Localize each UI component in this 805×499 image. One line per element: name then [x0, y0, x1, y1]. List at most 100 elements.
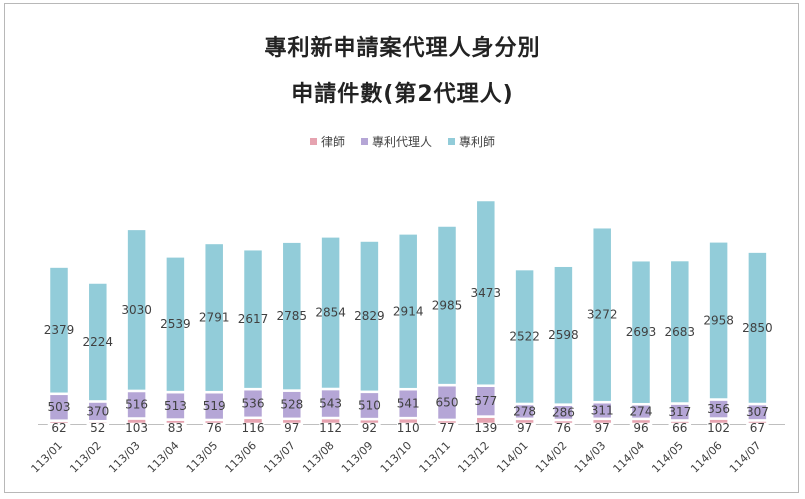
- data-label-patent-attorney: 2522: [509, 330, 540, 344]
- data-label-patent-attorney: 2683: [665, 325, 696, 339]
- data-label-lawyer: 97: [284, 421, 299, 435]
- data-label-lawyer: 76: [207, 421, 222, 435]
- x-tick-label: 113/12: [455, 439, 492, 476]
- data-label-lawyer: 102: [707, 421, 730, 435]
- bar-patent-attorney: [164, 255, 187, 394]
- legend-swatch-patent-attorney: [448, 138, 455, 145]
- bar-patent-attorney: [358, 239, 381, 394]
- data-label-lawyer: 110: [397, 421, 420, 435]
- data-label-patent-attorney: 2958: [703, 313, 734, 327]
- x-tick-label: 113/03: [106, 439, 143, 476]
- chart-subtitle: 申請件數(第2代理人): [291, 82, 514, 107]
- bar-patent-attorney: [707, 240, 730, 401]
- legend: 律師 專利代理人 專利師: [0, 133, 805, 150]
- bar-patent-attorney: [47, 265, 71, 396]
- data-label-patent-attorney: 2829: [354, 309, 385, 323]
- data-label-patent-agent: 286: [552, 405, 575, 419]
- bar-patent-attorney: [319, 235, 342, 391]
- bar-patent-attorney: [280, 240, 304, 392]
- data-label-lawyer: 116: [242, 421, 265, 435]
- x-tick-label: 113/04: [145, 439, 182, 476]
- data-label-patent-agent: 307: [746, 405, 769, 419]
- legend-item-patent-agent: 專利代理人: [360, 133, 432, 150]
- data-label-lawyer: 67: [750, 421, 765, 435]
- legend-label-patent-attorney: 專利師: [459, 135, 496, 149]
- data-label-patent-agent: 528: [280, 398, 303, 412]
- x-tick-label: 114/01: [494, 439, 531, 476]
- data-label-patent-attorney: 2598: [548, 328, 579, 342]
- data-label-patent-attorney: 2791: [199, 311, 230, 325]
- data-label-patent-attorney: 2693: [626, 325, 657, 339]
- data-label-patent-attorney: 3030: [121, 303, 152, 317]
- x-tick-label: 113/08: [300, 439, 337, 476]
- data-label-patent-attorney: 2224: [83, 335, 114, 349]
- data-label-lawyer: 112: [319, 421, 342, 435]
- x-tick-label: 114/02: [533, 439, 570, 476]
- data-label-lawyer: 97: [595, 421, 610, 435]
- x-tick-label: 113/01: [29, 439, 66, 476]
- data-label-lawyer: 83: [168, 421, 183, 435]
- data-label-patent-attorney: 2539: [160, 317, 191, 331]
- data-label-lawyer: 97: [517, 421, 532, 435]
- bar-patent-attorney: [86, 281, 110, 403]
- legend-swatch-patent-agent: [360, 138, 368, 145]
- data-label-patent-attorney: 2617: [238, 312, 269, 326]
- x-tick-label: 113/10: [378, 439, 415, 476]
- data-label-patent-attorney: 2985: [432, 298, 463, 312]
- bar-patent-attorney: [474, 198, 498, 387]
- data-label-lawyer: 96: [633, 421, 648, 435]
- data-label-patent-attorney: 2850: [742, 321, 773, 335]
- data-label-lawyer: 139: [474, 421, 497, 435]
- data-label-patent-agent: 543: [319, 396, 342, 410]
- data-label-patent-agent: 317: [668, 405, 691, 419]
- data-label-patent-attorney: 2785: [277, 309, 308, 323]
- bar-patent-attorney: [241, 247, 265, 391]
- bar-patent-attorney: [552, 264, 575, 406]
- legend-swatch-lawyer: [309, 138, 317, 145]
- bar-patent-attorney: [125, 227, 148, 393]
- data-label-lawyer: 92: [362, 421, 377, 435]
- data-label-patent-agent: 356: [707, 402, 730, 416]
- legend-label-patent-agent: 專利代理人: [371, 135, 432, 149]
- data-label-patent-agent: 516: [125, 398, 148, 412]
- data-label-patent-agent: 513: [164, 399, 187, 413]
- bar-patent-attorney: [435, 224, 459, 387]
- x-tick-label: 113/05: [184, 439, 221, 476]
- bar-patent-attorney: [513, 267, 536, 406]
- data-label-patent-attorney: 2854: [315, 306, 346, 320]
- bar-patent-attorney: [746, 250, 769, 406]
- data-label-patent-agent: 650: [436, 396, 459, 410]
- data-label-patent-agent: 519: [203, 399, 226, 413]
- legend-label-lawyer: 律師: [320, 135, 345, 149]
- data-label-patent-attorney: 3272: [587, 308, 618, 322]
- data-label-lawyer: 103: [125, 421, 148, 435]
- x-tick-label: 113/09: [339, 439, 376, 476]
- data-label-patent-agent: 370: [86, 404, 109, 418]
- data-label-patent-attorney: 2914: [393, 304, 424, 318]
- data-label-lawyer: 62: [51, 421, 66, 435]
- data-label-lawyer: 52: [90, 421, 105, 435]
- x-tick-label: 113/06: [223, 439, 260, 476]
- x-tick-label: 114/03: [572, 439, 609, 476]
- data-label-lawyer: 76: [556, 421, 571, 435]
- x-tick-label: 114/05: [649, 439, 686, 476]
- bar-patent-attorney: [590, 225, 614, 404]
- data-label-patent-agent: 278: [513, 404, 536, 418]
- x-tick-label: 113/02: [67, 439, 104, 476]
- data-label-lawyer: 77: [439, 421, 454, 435]
- data-label-patent-attorney: 2379: [44, 323, 75, 337]
- bar-patent-attorney: [629, 258, 653, 406]
- chart-title: 專利新申請案代理人身分別: [264, 36, 541, 61]
- data-label-patent-agent: 536: [242, 396, 265, 410]
- x-tick-label: 113/11: [417, 439, 454, 476]
- legend-item-lawyer: 律師: [309, 133, 345, 150]
- bar-patent-attorney: [202, 241, 226, 394]
- data-label-patent-agent: 577: [474, 394, 497, 408]
- data-label-patent-agent: 503: [48, 400, 71, 414]
- x-tick-label: 114/06: [688, 439, 725, 476]
- data-label-patent-attorney: 3473: [471, 286, 502, 300]
- data-label-patent-agent: 274: [630, 405, 653, 419]
- bar-patent-attorney: [396, 232, 420, 391]
- x-tick-label: 114/04: [611, 439, 648, 476]
